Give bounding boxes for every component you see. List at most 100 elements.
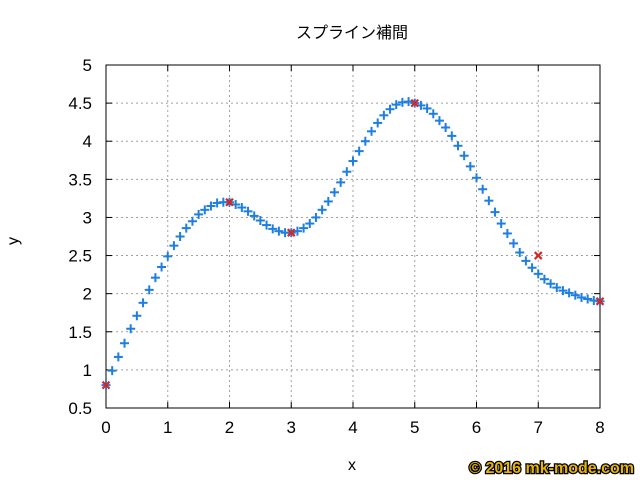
x-tick-label: 3 — [287, 418, 296, 437]
interpolated-point — [126, 324, 136, 334]
interpolated-point — [262, 220, 272, 230]
interpolated-point — [422, 103, 432, 113]
knot-point — [410, 98, 420, 108]
interpolated-point — [157, 262, 167, 272]
x-tick-label: 4 — [348, 418, 357, 437]
interpolated-point — [113, 352, 123, 362]
interpolated-point — [175, 232, 185, 241]
interpolated-point — [502, 228, 512, 238]
interpolated-point — [552, 283, 562, 293]
y-tick-label: 0.5 — [68, 399, 92, 418]
interpolated-point — [564, 288, 574, 298]
knot-point-b — [595, 297, 605, 306]
interpolated-point — [243, 206, 253, 216]
interpolated-point — [181, 223, 191, 233]
knot-series — [101, 98, 605, 390]
copyright-text: © 2016 mk-mode.com — [469, 460, 634, 477]
y-tick-label: 4.5 — [68, 94, 92, 113]
knot-point-b — [286, 228, 296, 237]
interpolated-point — [150, 273, 160, 283]
y-axis-title: y — [5, 237, 22, 245]
interpolated-point — [132, 311, 142, 321]
interpolated-point — [360, 136, 370, 146]
knot-point-b — [533, 251, 543, 260]
y-tick-label: 5 — [83, 56, 92, 75]
interpolated-point — [459, 151, 469, 161]
knot-point-b — [225, 197, 234, 207]
interpolated-point — [336, 177, 346, 187]
interpolated-point — [527, 263, 537, 273]
y-tick-label: 3 — [83, 208, 92, 227]
interpolated-point — [292, 226, 302, 236]
interpolated-point — [120, 338, 130, 348]
interpolated-point — [465, 161, 475, 171]
interpolated-point — [255, 215, 265, 225]
interpolated-point — [558, 286, 568, 296]
interpolated-point — [200, 205, 210, 215]
interpolated-point — [373, 118, 383, 128]
interpolated-point — [447, 131, 457, 141]
axis-ticks: 0 1 2 3 4 5 6 7 8 0.5 1 1.5 2 2.5 3 3.5 4 4.5 5 — [68, 56, 604, 437]
interpolated-point — [428, 109, 438, 119]
knot-point — [101, 380, 111, 390]
interpolated-point — [348, 156, 358, 166]
knot-point-b — [410, 98, 420, 108]
grid — [106, 65, 600, 408]
interpolated-point — [385, 104, 395, 114]
y-tick-label: 2 — [83, 285, 92, 304]
y-tick-label: 2.5 — [68, 247, 92, 266]
y-tick-label: 1.5 — [68, 323, 92, 342]
interpolated-point — [194, 209, 204, 219]
interpolated-point — [478, 184, 488, 194]
interpolated-point — [354, 146, 364, 156]
interpolated-point — [144, 285, 154, 295]
chart-title: スプライン補間 — [296, 23, 408, 42]
interpolated-point — [404, 97, 414, 107]
x-tick-label: 1 — [163, 418, 172, 437]
interpolated-point — [546, 279, 556, 289]
interpolated-point — [187, 216, 197, 226]
x-tick-label: 5 — [410, 418, 419, 437]
interpolated-point — [453, 141, 463, 151]
interpolated-point — [163, 251, 173, 261]
knot-point — [595, 297, 605, 306]
x-axis-title: x — [348, 457, 356, 474]
interpolated-point — [107, 366, 117, 376]
interpolated-point — [515, 248, 525, 258]
interpolated-point — [484, 196, 494, 206]
interpolated-point — [305, 219, 315, 229]
x-tick-label: 0 — [101, 418, 110, 437]
y-tick-label: 1 — [83, 361, 92, 380]
knot-point — [225, 197, 234, 207]
knot-point — [533, 251, 543, 260]
y-tick-label: 4 — [83, 132, 92, 151]
interpolated-point — [268, 224, 278, 234]
interpolated-point — [342, 167, 352, 177]
interpolated-point — [299, 223, 309, 233]
interpolated-point — [311, 212, 321, 222]
interpolated-point — [274, 226, 284, 236]
interpolated-point — [441, 123, 451, 133]
interpolated-point — [539, 274, 549, 284]
interpolated-point — [490, 207, 500, 217]
interpolated-point — [379, 110, 389, 120]
interpolated-point — [206, 201, 216, 211]
interpolated-point — [391, 100, 401, 110]
interpolated-point — [521, 256, 531, 266]
interpolated-point — [138, 298, 148, 308]
interpolated-point — [329, 187, 339, 197]
y-tick-label: 3.5 — [68, 170, 92, 189]
interpolated-point — [169, 241, 179, 251]
x-tick-label: 7 — [534, 418, 543, 437]
interpolated-point — [509, 238, 519, 248]
interpolated-point — [237, 203, 247, 213]
interpolated-point — [434, 116, 444, 126]
knot-point — [286, 228, 296, 237]
interpolated-point — [583, 294, 593, 304]
knot-point-b — [101, 380, 111, 390]
x-tick-label: 2 — [225, 418, 234, 437]
interpolated-point — [570, 290, 580, 300]
interpolated-point — [472, 173, 481, 183]
interpolated-point — [496, 219, 506, 229]
